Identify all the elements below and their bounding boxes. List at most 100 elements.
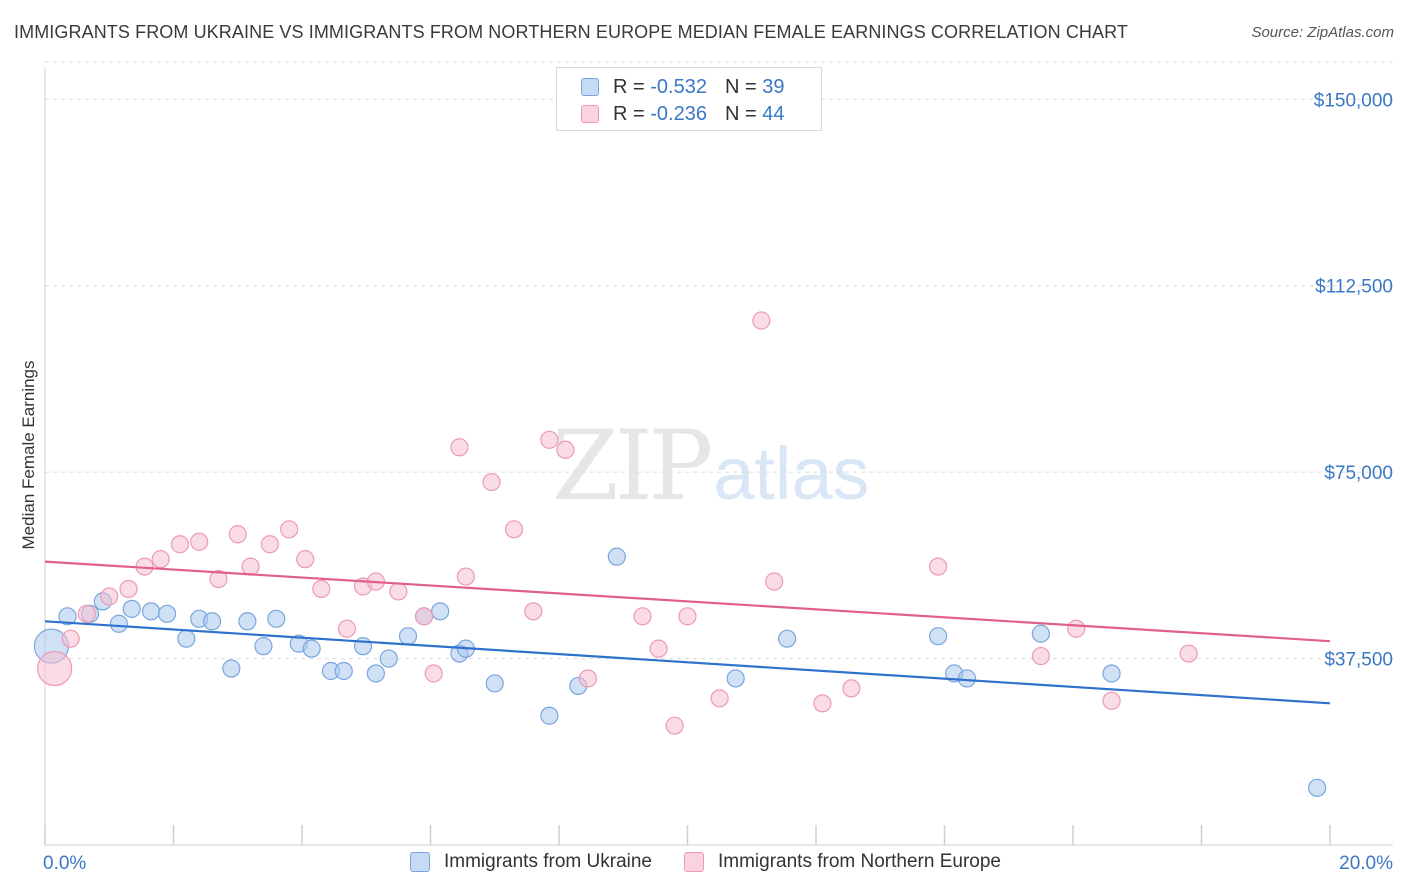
ukraine-point	[366, 664, 385, 683]
neurope-point	[633, 607, 652, 626]
neurope-point	[337, 619, 357, 638]
chart-title: IMMIGRANTS FROM UKRAINE VS IMMIGRANTS FR…	[14, 22, 1128, 42]
neurope-legend-icon	[684, 852, 704, 872]
series-legend: Immigrants from Ukraine Immigrants from …	[410, 851, 1033, 873]
series-legend-neurope: Immigrants from Northern Europe	[684, 851, 1001, 873]
neurope-point	[813, 694, 832, 713]
ukraine-point	[238, 612, 257, 631]
neurope-point	[1102, 691, 1121, 710]
legend-r-value-neurope: -0.236	[650, 102, 707, 125]
neurope-point	[241, 557, 260, 576]
legend-r-label: R =	[613, 75, 645, 98]
neurope-trend-line	[44, 560, 1331, 643]
neurope-point	[504, 520, 524, 539]
legend-n-label: N =	[724, 102, 757, 125]
ukraine-point	[431, 602, 450, 621]
series-name-ukraine: Immigrants from Ukraine	[444, 851, 652, 872]
series-name-neurope: Immigrants from Northern Europe	[718, 851, 1001, 872]
neurope-point	[710, 689, 729, 708]
neurope-point	[228, 525, 247, 544]
ukraine-point	[398, 627, 418, 646]
neurope-point	[414, 607, 434, 626]
ukraine-legend-icon	[410, 852, 430, 872]
ukraine-point	[177, 629, 196, 648]
neurope-point	[260, 535, 279, 554]
neurope-point	[678, 607, 697, 626]
ukraine-point	[109, 614, 128, 633]
y-tick-label: $112,500	[1315, 277, 1393, 298]
neurope-point	[280, 520, 299, 539]
trend-lines	[44, 560, 1331, 705]
neurope-point	[928, 557, 948, 576]
ukraine-point	[202, 612, 222, 631]
ukraine-point	[334, 661, 353, 681]
watermark: ZIPatlas	[552, 410, 870, 522]
neurope-point	[1179, 644, 1198, 663]
ukraine-swatch-icon	[581, 78, 599, 96]
ukraine-point	[540, 706, 559, 725]
ukraine-point	[267, 609, 286, 628]
neurope-point	[296, 550, 315, 569]
neurope-point	[665, 716, 684, 735]
source-label: Source: ZipAtlas.com	[1251, 24, 1394, 41]
ukraine-point	[607, 547, 626, 566]
data-points	[33, 311, 1327, 797]
neurope-point	[1067, 619, 1086, 638]
watermark-atlas: atlas	[713, 432, 870, 515]
ukraine-point	[254, 637, 273, 656]
ukraine-point	[485, 674, 504, 693]
neurope-point	[37, 650, 73, 687]
neurope-point	[209, 569, 228, 589]
legend-row-ukraine: R = -0.532 N = 39	[581, 74, 784, 100]
legend-row-neurope: R = -0.236 N = 44	[581, 101, 784, 127]
y-axis-label: Median Female Earnings	[19, 361, 38, 550]
neurope-point	[77, 604, 96, 623]
ukraine-point	[58, 607, 77, 626]
neurope-point	[649, 639, 668, 658]
neurope-point	[752, 311, 771, 330]
legend-n-label: N =	[724, 75, 757, 98]
ukraine-point	[1031, 624, 1050, 643]
neurope-point	[450, 438, 469, 457]
legend-n-value-ukraine: 39	[762, 75, 785, 98]
neurope-point	[61, 629, 80, 648]
neurope-point	[190, 532, 209, 551]
ukraine-point	[957, 669, 977, 688]
legend-r-label: R =	[613, 102, 645, 125]
y-tick-label: $75,000	[1324, 463, 1393, 484]
tick-labels: $37,500 $75,000 $112,500 $150,000 0.0% 20.0%	[43, 90, 1393, 874]
ukraine-point	[726, 669, 745, 688]
correlation-legend: R = -0.532 N = 39 R = -0.236 N = 44	[556, 67, 822, 131]
legend-n-value-neurope: 44	[762, 102, 785, 125]
ukraine-point	[302, 639, 321, 658]
neurope-point	[482, 472, 501, 492]
neurope-point	[456, 567, 475, 586]
ukraine-point	[157, 604, 177, 623]
neurope-point	[556, 440, 575, 459]
ukraine-point	[222, 659, 241, 678]
watermark-zip: ZIP	[552, 410, 713, 522]
neurope-point	[389, 582, 408, 601]
neurope-point	[578, 669, 598, 688]
ukraine-point	[141, 602, 161, 621]
neurope-point	[424, 664, 443, 683]
neurope-point	[540, 430, 559, 449]
axes	[44, 68, 1393, 846]
ukraine-point	[928, 627, 948, 646]
neurope-point	[312, 579, 331, 599]
series-legend-ukraine: Immigrants from Ukraine	[410, 851, 652, 873]
neurope-point	[524, 602, 543, 621]
x-tick-label: 0.0%	[43, 853, 86, 874]
neurope-point	[842, 679, 861, 698]
neurope-point	[119, 579, 138, 599]
ukraine-point	[1102, 664, 1121, 683]
ukraine-point	[777, 629, 797, 648]
neurope-point	[170, 535, 190, 554]
ukraine-point	[379, 649, 398, 668]
y-tick-label: $37,500	[1324, 650, 1393, 671]
neurope-point	[151, 550, 170, 569]
x-tick-label: 20.0%	[1339, 853, 1393, 874]
neurope-point	[765, 572, 784, 591]
y-tick-label: $150,000	[1314, 90, 1393, 111]
